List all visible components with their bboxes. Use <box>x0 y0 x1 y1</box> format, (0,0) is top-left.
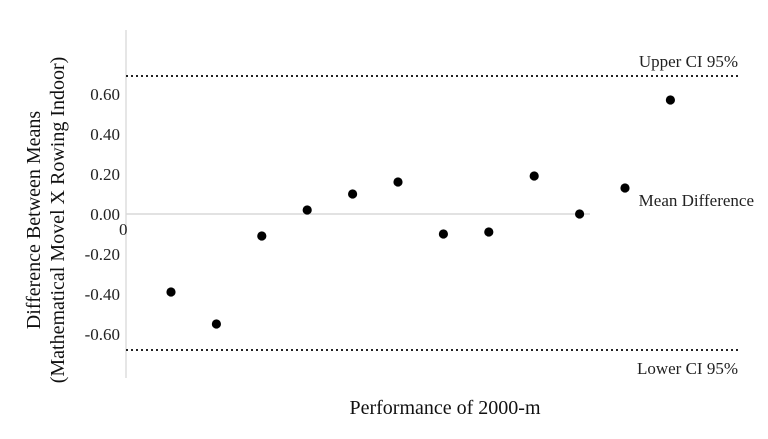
reference-line-label: Upper CI 95% <box>639 52 738 71</box>
y-tick-label: 0.60 <box>90 85 120 104</box>
data-point <box>348 189 358 199</box>
y-tick-label: 0.40 <box>90 125 120 144</box>
data-point <box>620 183 630 193</box>
y-axis-title: Difference Between Means (Mathematical M… <box>23 57 69 384</box>
data-point <box>211 319 221 329</box>
data-point <box>302 205 312 215</box>
data-point <box>257 231 267 241</box>
data-point <box>665 95 676 105</box>
data-point <box>438 229 448 239</box>
y-tick-label: 0.00 <box>90 205 120 224</box>
y-tick-label: -0.40 <box>85 285 120 304</box>
data-point <box>575 209 585 219</box>
y-axis-ticks: 0.60 0.40 0.20 0.00 -0.20 -0.40 -0.60 <box>85 85 120 344</box>
data-point <box>529 171 539 181</box>
data-point <box>166 287 176 297</box>
data-point <box>393 177 403 187</box>
reference-lines: Upper CI 95% Mean Difference Lower CI 95% <box>126 52 754 378</box>
reference-line-label: Mean Difference <box>639 191 754 210</box>
y-axis-title-line2: (Mathematical Movel X Rowing Indoor) <box>47 57 69 384</box>
reference-line-label: Lower CI 95% <box>637 359 738 378</box>
y-axis-title-line1: Difference Between Means <box>23 111 45 330</box>
y-tick-label: -0.60 <box>85 325 120 344</box>
y-tick-label: 0.20 <box>90 165 120 184</box>
x-axis-title: Performance of 2000-m <box>349 397 540 419</box>
data-point <box>484 227 494 237</box>
data-points <box>166 95 676 329</box>
y-tick-label: -0.20 <box>85 245 120 264</box>
x-tick-label-0: 0 <box>119 220 128 239</box>
